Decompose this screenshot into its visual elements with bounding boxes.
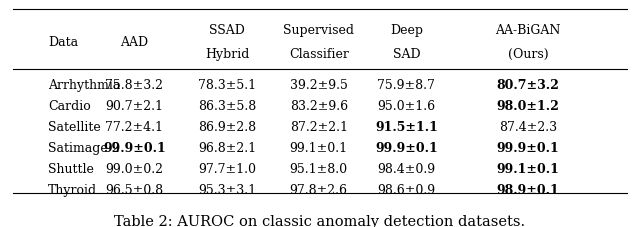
Text: 98.4±0.9: 98.4±0.9	[378, 163, 435, 176]
Text: 99.9±0.1: 99.9±0.1	[497, 142, 559, 155]
Text: Supervised: Supervised	[284, 25, 354, 37]
Text: 39.2±9.5: 39.2±9.5	[290, 79, 348, 92]
Text: 98.0±1.2: 98.0±1.2	[497, 100, 559, 113]
Text: (Ours): (Ours)	[508, 48, 548, 62]
Text: 97.7±1.0: 97.7±1.0	[198, 163, 256, 176]
Text: 90.7±2.1: 90.7±2.1	[106, 100, 163, 113]
Text: 99.1±0.1: 99.1±0.1	[497, 163, 559, 176]
Text: 95.3±3.1: 95.3±3.1	[198, 184, 256, 197]
Text: Shuttle: Shuttle	[48, 163, 94, 176]
Text: 86.3±5.8: 86.3±5.8	[198, 100, 257, 113]
Text: Classifier: Classifier	[289, 48, 349, 62]
Text: 77.2±4.1: 77.2±4.1	[106, 121, 163, 134]
Text: Thyroid: Thyroid	[48, 184, 97, 197]
Text: AAD: AAD	[120, 37, 148, 49]
Text: 95.1±8.0: 95.1±8.0	[290, 163, 348, 176]
Text: 83.2±9.6: 83.2±9.6	[290, 100, 348, 113]
Text: Data: Data	[48, 37, 78, 49]
Text: 96.8±2.1: 96.8±2.1	[198, 142, 256, 155]
Text: 80.7±3.2: 80.7±3.2	[497, 79, 559, 92]
Text: 75.8±3.2: 75.8±3.2	[106, 79, 163, 92]
Text: 98.9±0.1: 98.9±0.1	[497, 184, 559, 197]
Text: 97.8±2.6: 97.8±2.6	[290, 184, 348, 197]
Text: 96.5±0.8: 96.5±0.8	[106, 184, 163, 197]
Text: 75.9±8.7: 75.9±8.7	[378, 79, 435, 92]
Text: 99.9±0.1: 99.9±0.1	[103, 142, 166, 155]
Text: 99.0±0.2: 99.0±0.2	[106, 163, 163, 176]
Text: AA-BiGAN: AA-BiGAN	[495, 25, 561, 37]
Text: SSAD: SSAD	[209, 25, 245, 37]
Text: SAD: SAD	[392, 48, 420, 62]
Text: 99.1±0.1: 99.1±0.1	[290, 142, 348, 155]
Text: Deep: Deep	[390, 25, 423, 37]
Text: 87.2±2.1: 87.2±2.1	[290, 121, 348, 134]
Text: 95.0±1.6: 95.0±1.6	[378, 100, 435, 113]
Text: Table 2: AUROC on classic anomaly detection datasets.: Table 2: AUROC on classic anomaly detect…	[115, 215, 525, 227]
Text: 99.9±0.1: 99.9±0.1	[375, 142, 438, 155]
Text: Cardio: Cardio	[48, 100, 91, 113]
Text: Satimage-2: Satimage-2	[48, 142, 120, 155]
Text: 78.3±5.1: 78.3±5.1	[198, 79, 256, 92]
Text: Arrhythmia: Arrhythmia	[48, 79, 120, 92]
Text: 86.9±2.8: 86.9±2.8	[198, 121, 256, 134]
Text: Satellite: Satellite	[48, 121, 100, 134]
Text: Hybrid: Hybrid	[205, 48, 250, 62]
Text: 98.6±0.9: 98.6±0.9	[378, 184, 435, 197]
Text: 87.4±2.3: 87.4±2.3	[499, 121, 557, 134]
Text: 91.5±1.1: 91.5±1.1	[375, 121, 438, 134]
